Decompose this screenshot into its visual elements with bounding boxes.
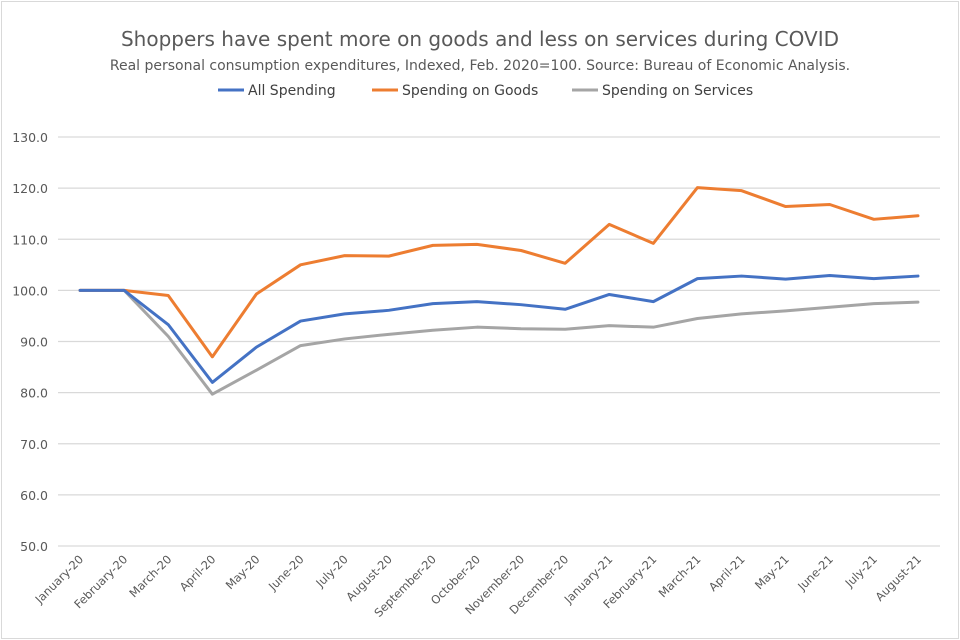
chart-subtitle: Real personal consumption expenditures, … bbox=[110, 58, 850, 74]
chart-title: Shoppers have spent more on goods and le… bbox=[121, 27, 839, 51]
y-tick-label: 70.0 bbox=[20, 437, 48, 452]
y-tick-label: 90.0 bbox=[20, 335, 48, 350]
legend-item: Spending on Goods bbox=[372, 83, 538, 99]
legend-label: Spending on Goods bbox=[402, 83, 538, 99]
x-tick-label: March-21 bbox=[656, 552, 704, 600]
x-tick-label: June-21 bbox=[794, 552, 836, 594]
y-tick-label: 50.0 bbox=[20, 539, 48, 554]
x-tick-label: March-20 bbox=[126, 552, 174, 600]
y-tick-label: 120.0 bbox=[12, 181, 48, 196]
series-lines bbox=[78, 186, 920, 396]
y-tick-label: 100.0 bbox=[12, 283, 48, 298]
y-axis: 50.0 60.0 70.0 80.0 90.0 100.0 110.0 120.0 130.0 bbox=[12, 130, 48, 554]
series-line-spending-on-services bbox=[78, 288, 920, 396]
x-tick-label: July-20 bbox=[312, 552, 350, 590]
gridlines bbox=[58, 136, 940, 547]
x-tick-label: June-20 bbox=[265, 552, 307, 594]
x-tick-label: April-20 bbox=[177, 552, 219, 594]
x-tick-label: August-21 bbox=[872, 552, 924, 604]
x-tick-label: May-20 bbox=[223, 552, 263, 592]
y-tick-label: 60.0 bbox=[20, 488, 48, 503]
x-tick-label: July-21 bbox=[842, 552, 880, 590]
x-tick-label: April-21 bbox=[706, 552, 748, 594]
y-tick-label: 110.0 bbox=[12, 232, 48, 247]
series-line-spending-on-goods bbox=[78, 186, 920, 359]
legend-item: Spending on Services bbox=[572, 83, 753, 99]
legend-label: All Spending bbox=[248, 83, 336, 99]
legend: All Spending Spending on Goods Spending on… bbox=[218, 83, 753, 99]
y-tick-label: 130.0 bbox=[12, 130, 48, 145]
y-tick-label: 80.0 bbox=[20, 386, 48, 401]
series-line-all-spending bbox=[78, 274, 920, 384]
legend-label: Spending on Services bbox=[602, 83, 753, 99]
x-tick-label: May-21 bbox=[752, 552, 792, 592]
legend-item: All Spending bbox=[218, 83, 336, 99]
